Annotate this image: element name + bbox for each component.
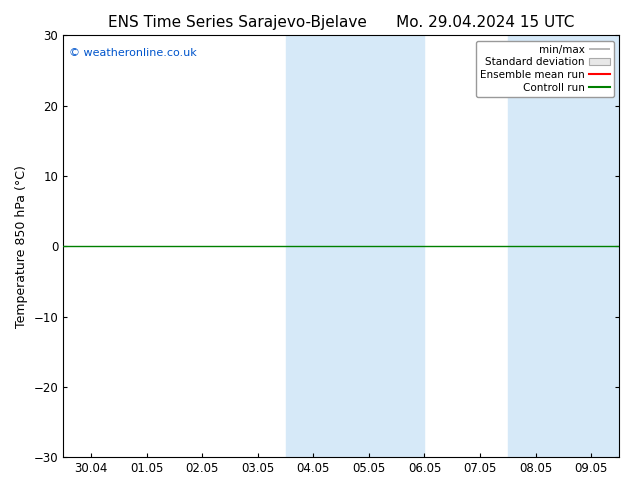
- Title: ENS Time Series Sarajevo-Bjelave      Mo. 29.04.2024 15 UTC: ENS Time Series Sarajevo-Bjelave Mo. 29.…: [108, 15, 574, 30]
- Bar: [285, 35, 424, 457]
- Legend: min/max, Standard deviation, Ensemble mean run, Controll run: min/max, Standard deviation, Ensemble me…: [476, 41, 614, 97]
- Bar: [508, 35, 619, 457]
- Text: © weatheronline.co.uk: © weatheronline.co.uk: [68, 48, 197, 58]
- Y-axis label: Temperature 850 hPa (°C): Temperature 850 hPa (°C): [15, 165, 28, 328]
